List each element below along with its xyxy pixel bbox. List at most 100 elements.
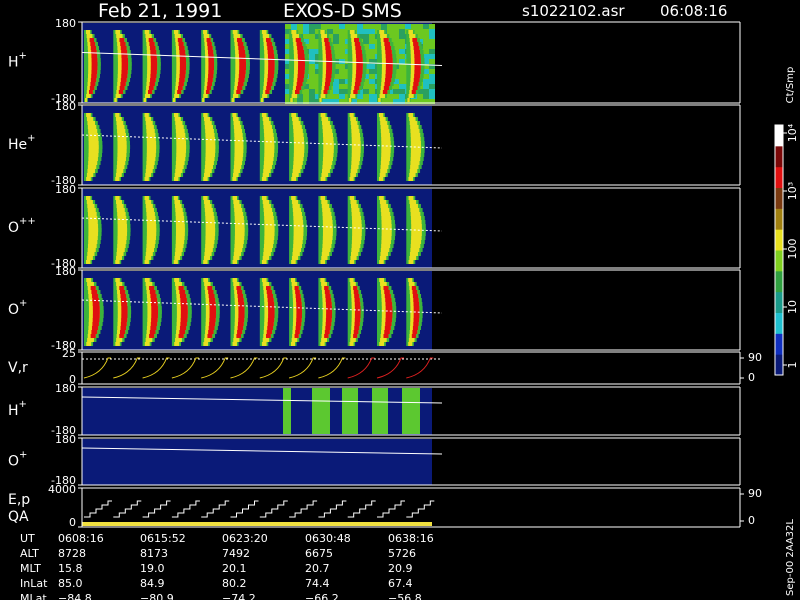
spectrogram-cell xyxy=(303,89,309,94)
spectrogram-cell xyxy=(233,252,242,256)
spectrogram-cell xyxy=(363,49,369,54)
spectrogram-cell xyxy=(262,256,270,260)
spectrogram-cell xyxy=(379,30,385,34)
spectrogram-cell xyxy=(285,89,291,94)
spectrogram-cell xyxy=(120,322,127,326)
header-time: 06:08:16 xyxy=(660,2,727,20)
spectrogram-cell xyxy=(387,34,393,39)
spectrogram-cell xyxy=(172,98,176,102)
spectrogram-cell xyxy=(293,244,303,248)
spectrogram-cell xyxy=(263,208,273,212)
spectrogram-cell xyxy=(86,196,91,200)
spectrogram-cell xyxy=(115,342,120,346)
spectrogram-cell xyxy=(264,157,274,161)
spectrogram-cell xyxy=(385,298,392,302)
spectrogram-cell xyxy=(92,322,99,326)
spectrogram-cell xyxy=(150,66,158,70)
spectrogram-cell xyxy=(292,117,299,121)
spectrogram-cell xyxy=(309,29,315,34)
spectrogram-cell xyxy=(175,244,184,248)
spectrogram-cell xyxy=(322,232,333,236)
spectrogram-cell xyxy=(393,24,399,29)
colorbar-band xyxy=(775,125,783,147)
spectrogram-cell xyxy=(412,38,418,42)
spectrogram-cell xyxy=(356,66,363,70)
spectrogram-cell xyxy=(179,50,186,54)
spectrogram-cell xyxy=(393,49,399,54)
spectrogram-cell xyxy=(264,224,275,228)
spectrogram-cell xyxy=(88,228,99,232)
spectrogram-cell xyxy=(333,89,339,94)
spectrogram-cell xyxy=(88,133,98,137)
spectrogram-cell xyxy=(429,49,435,54)
spectrogram-cell xyxy=(385,302,393,306)
spectrogram-cell xyxy=(119,38,125,42)
spectrogram-cell xyxy=(119,86,125,90)
spectrogram-cell xyxy=(260,98,264,102)
spectrogram-cell xyxy=(293,149,305,153)
spectrogram-cell xyxy=(265,90,270,94)
spectrogram-cell xyxy=(87,212,97,216)
spectrogram-cell xyxy=(179,70,186,74)
spectrogram-cell xyxy=(379,260,384,264)
spectrogram-cell xyxy=(350,282,356,286)
spectrogram-cell xyxy=(233,204,242,208)
spectrogram-cell xyxy=(117,216,127,220)
spectrogram-cell xyxy=(323,149,334,153)
spectrogram-cell xyxy=(264,153,275,157)
spectrogram-cell xyxy=(411,24,417,29)
spectrogram-cell xyxy=(285,84,291,89)
spectrogram-cell xyxy=(357,29,363,34)
spectrogram-cell xyxy=(297,99,303,104)
spectrogram-cell xyxy=(380,161,390,165)
spectrogram-cell xyxy=(326,310,333,314)
spectrogram-cell xyxy=(149,42,155,46)
spectrogram-cell xyxy=(267,318,275,322)
spectrogram-cell xyxy=(411,334,417,338)
spectrogram-cell xyxy=(234,145,244,149)
spectrogram-cell xyxy=(209,322,216,326)
spectrogram-cell xyxy=(351,149,361,153)
spectrogram-cell xyxy=(178,334,184,338)
spectrogram-cell xyxy=(88,157,98,161)
spectrogram-cell xyxy=(320,196,326,200)
spectrogram-cell xyxy=(385,314,393,318)
spectrogram-cell xyxy=(88,240,98,244)
spectrogram-cell xyxy=(410,157,421,161)
spectrogram-cell xyxy=(423,29,429,34)
spectrogram-cell xyxy=(87,248,96,252)
spectrogram-cell xyxy=(309,74,315,79)
spectrogram-cell xyxy=(292,208,302,212)
spectrogram-cell xyxy=(175,232,185,236)
spectrogram-cell xyxy=(285,94,291,99)
spectrogram-cell xyxy=(209,318,216,322)
trace-step xyxy=(289,500,318,518)
spectrogram-cell xyxy=(151,318,158,322)
spectrogram-cell xyxy=(173,196,178,200)
spectrogram-cell xyxy=(349,113,354,117)
spectrogram-cell xyxy=(353,334,358,338)
spectrogram-cell xyxy=(174,252,182,256)
spectrogram-cell xyxy=(290,342,296,346)
trace-line xyxy=(81,134,443,149)
spectrogram-cell xyxy=(350,117,356,121)
spectrogram-cell xyxy=(264,236,275,240)
spectrogram-cell xyxy=(409,34,416,38)
spectrogram-cell xyxy=(233,256,240,260)
trace-step xyxy=(113,500,142,518)
spectrogram-cell xyxy=(385,66,393,70)
spectrogram-cell xyxy=(413,322,419,326)
spectrogram-cell xyxy=(380,34,387,38)
spectrogram-cell xyxy=(410,133,421,137)
spectrogram-cell xyxy=(232,177,237,181)
trace-line xyxy=(81,299,443,314)
spectrogram-cell xyxy=(399,29,405,34)
spectrogram-cell xyxy=(117,224,128,228)
spectrogram-cell xyxy=(205,153,216,157)
spectrogram-cell xyxy=(410,129,420,133)
spectrogram-cell xyxy=(207,82,213,86)
spectrogram-cell xyxy=(350,169,358,173)
spectrogram-cell xyxy=(379,342,385,346)
spectrogram-cell xyxy=(146,216,156,220)
spectrogram-cell xyxy=(87,244,97,248)
